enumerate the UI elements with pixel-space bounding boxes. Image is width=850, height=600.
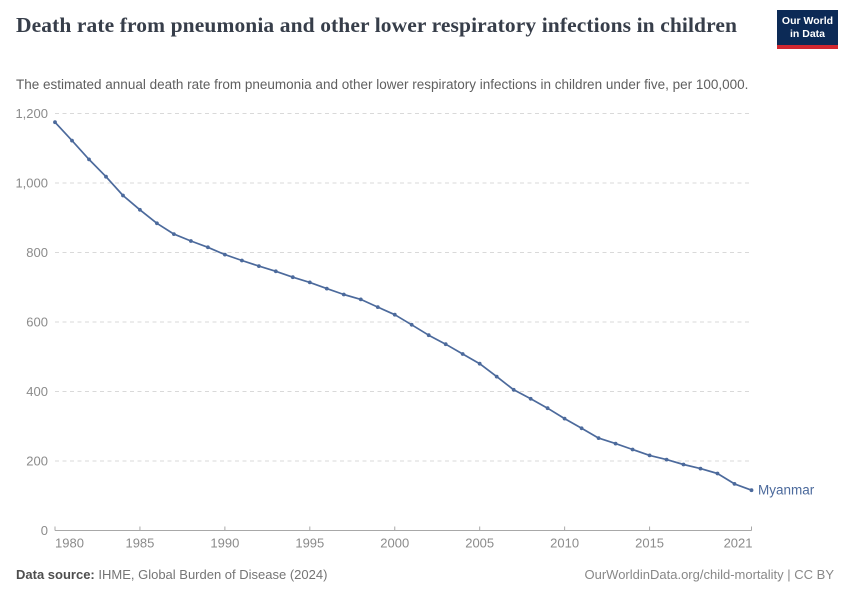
data-point[interactable] (749, 488, 754, 493)
entity-label-myanmar[interactable]: Myanmar (758, 483, 815, 498)
data-point[interactable] (53, 120, 57, 125)
owid-logo-line1: Our World (781, 15, 834, 27)
data-point[interactable] (121, 193, 125, 198)
data-point[interactable] (443, 342, 448, 347)
data-source: Data source: IHME, Global Burden of Dise… (16, 567, 327, 582)
data-point[interactable] (494, 374, 499, 379)
data-point[interactable] (545, 406, 550, 411)
data-point[interactable] (392, 312, 397, 317)
data-point[interactable] (324, 286, 329, 291)
data-point[interactable] (528, 396, 533, 401)
data-point[interactable] (647, 453, 652, 458)
x-tick-label: 1995 (295, 536, 324, 551)
chart-subtitle: The estimated annual death rate from pne… (16, 77, 749, 92)
data-point[interactable] (257, 264, 261, 268)
data-point[interactable] (579, 426, 584, 431)
data-point[interactable] (477, 361, 482, 366)
y-tick-label: 1,000 (15, 176, 48, 191)
y-tick-label: 800 (26, 245, 48, 260)
data-point[interactable] (460, 352, 465, 356)
owid-logo[interactable]: Our World in Data (777, 10, 838, 50)
data-line-myanmar[interactable] (54, 121, 753, 492)
data-point[interactable] (240, 258, 244, 263)
x-tick-label: 2010 (550, 536, 579, 551)
data-point[interactable] (104, 174, 108, 179)
y-tick-label: 1,200 (15, 106, 48, 121)
data-point[interactable] (358, 297, 363, 302)
data-point[interactable] (375, 305, 380, 309)
data-point[interactable] (681, 462, 686, 467)
y-tick-label: 200 (26, 454, 48, 469)
data-point[interactable] (732, 482, 737, 486)
x-tick-label: 1980 (55, 536, 84, 551)
data-point[interactable] (155, 221, 159, 226)
x-tick-label: 1985 (125, 536, 154, 551)
owid-logo-line2: in Data (789, 28, 825, 41)
x-tick-label: 2015 (635, 536, 664, 551)
x-tick-label: 2021 (724, 536, 753, 551)
data-point[interactable] (290, 275, 295, 280)
data-point[interactable] (664, 457, 669, 462)
data-point[interactable] (715, 471, 720, 476)
data-point[interactable] (307, 280, 312, 285)
data-point[interactable] (70, 138, 74, 143)
data-point[interactable] (341, 292, 346, 297)
x-tick-label: 1990 (210, 536, 239, 551)
chart-footer: Data source: IHME, Global Burden of Dise… (16, 567, 834, 582)
page-title: Death rate from pneumonia and other lowe… (16, 13, 738, 37)
data-point[interactable] (511, 387, 516, 392)
data-point[interactable] (189, 239, 193, 243)
data-point[interactable] (613, 441, 618, 446)
x-tick-label: 2000 (380, 536, 409, 551)
data-point[interactable] (409, 322, 414, 327)
data-point[interactable] (172, 232, 176, 237)
data-point[interactable] (206, 245, 210, 250)
footer-link[interactable]: OurWorldinData.org/child-mortality | CC … (584, 567, 835, 582)
x-tick-label: 2005 (465, 536, 494, 551)
data-point[interactable] (596, 436, 601, 440)
y-tick-label: 0 (41, 523, 48, 538)
data-point[interactable] (223, 252, 227, 257)
data-point[interactable] (630, 447, 635, 452)
data-point[interactable] (562, 416, 567, 421)
data-point[interactable] (273, 269, 278, 274)
data-point[interactable] (87, 157, 91, 162)
data-point[interactable] (138, 207, 142, 212)
y-tick-label: 400 (26, 384, 48, 399)
data-source-text: IHME, Global Burden of Disease (2024) (94, 567, 328, 582)
data-point[interactable] (698, 466, 703, 471)
y-tick-label: 600 (26, 315, 48, 330)
data-source-label: Data source: (16, 567, 95, 582)
data-point[interactable] (426, 333, 431, 338)
